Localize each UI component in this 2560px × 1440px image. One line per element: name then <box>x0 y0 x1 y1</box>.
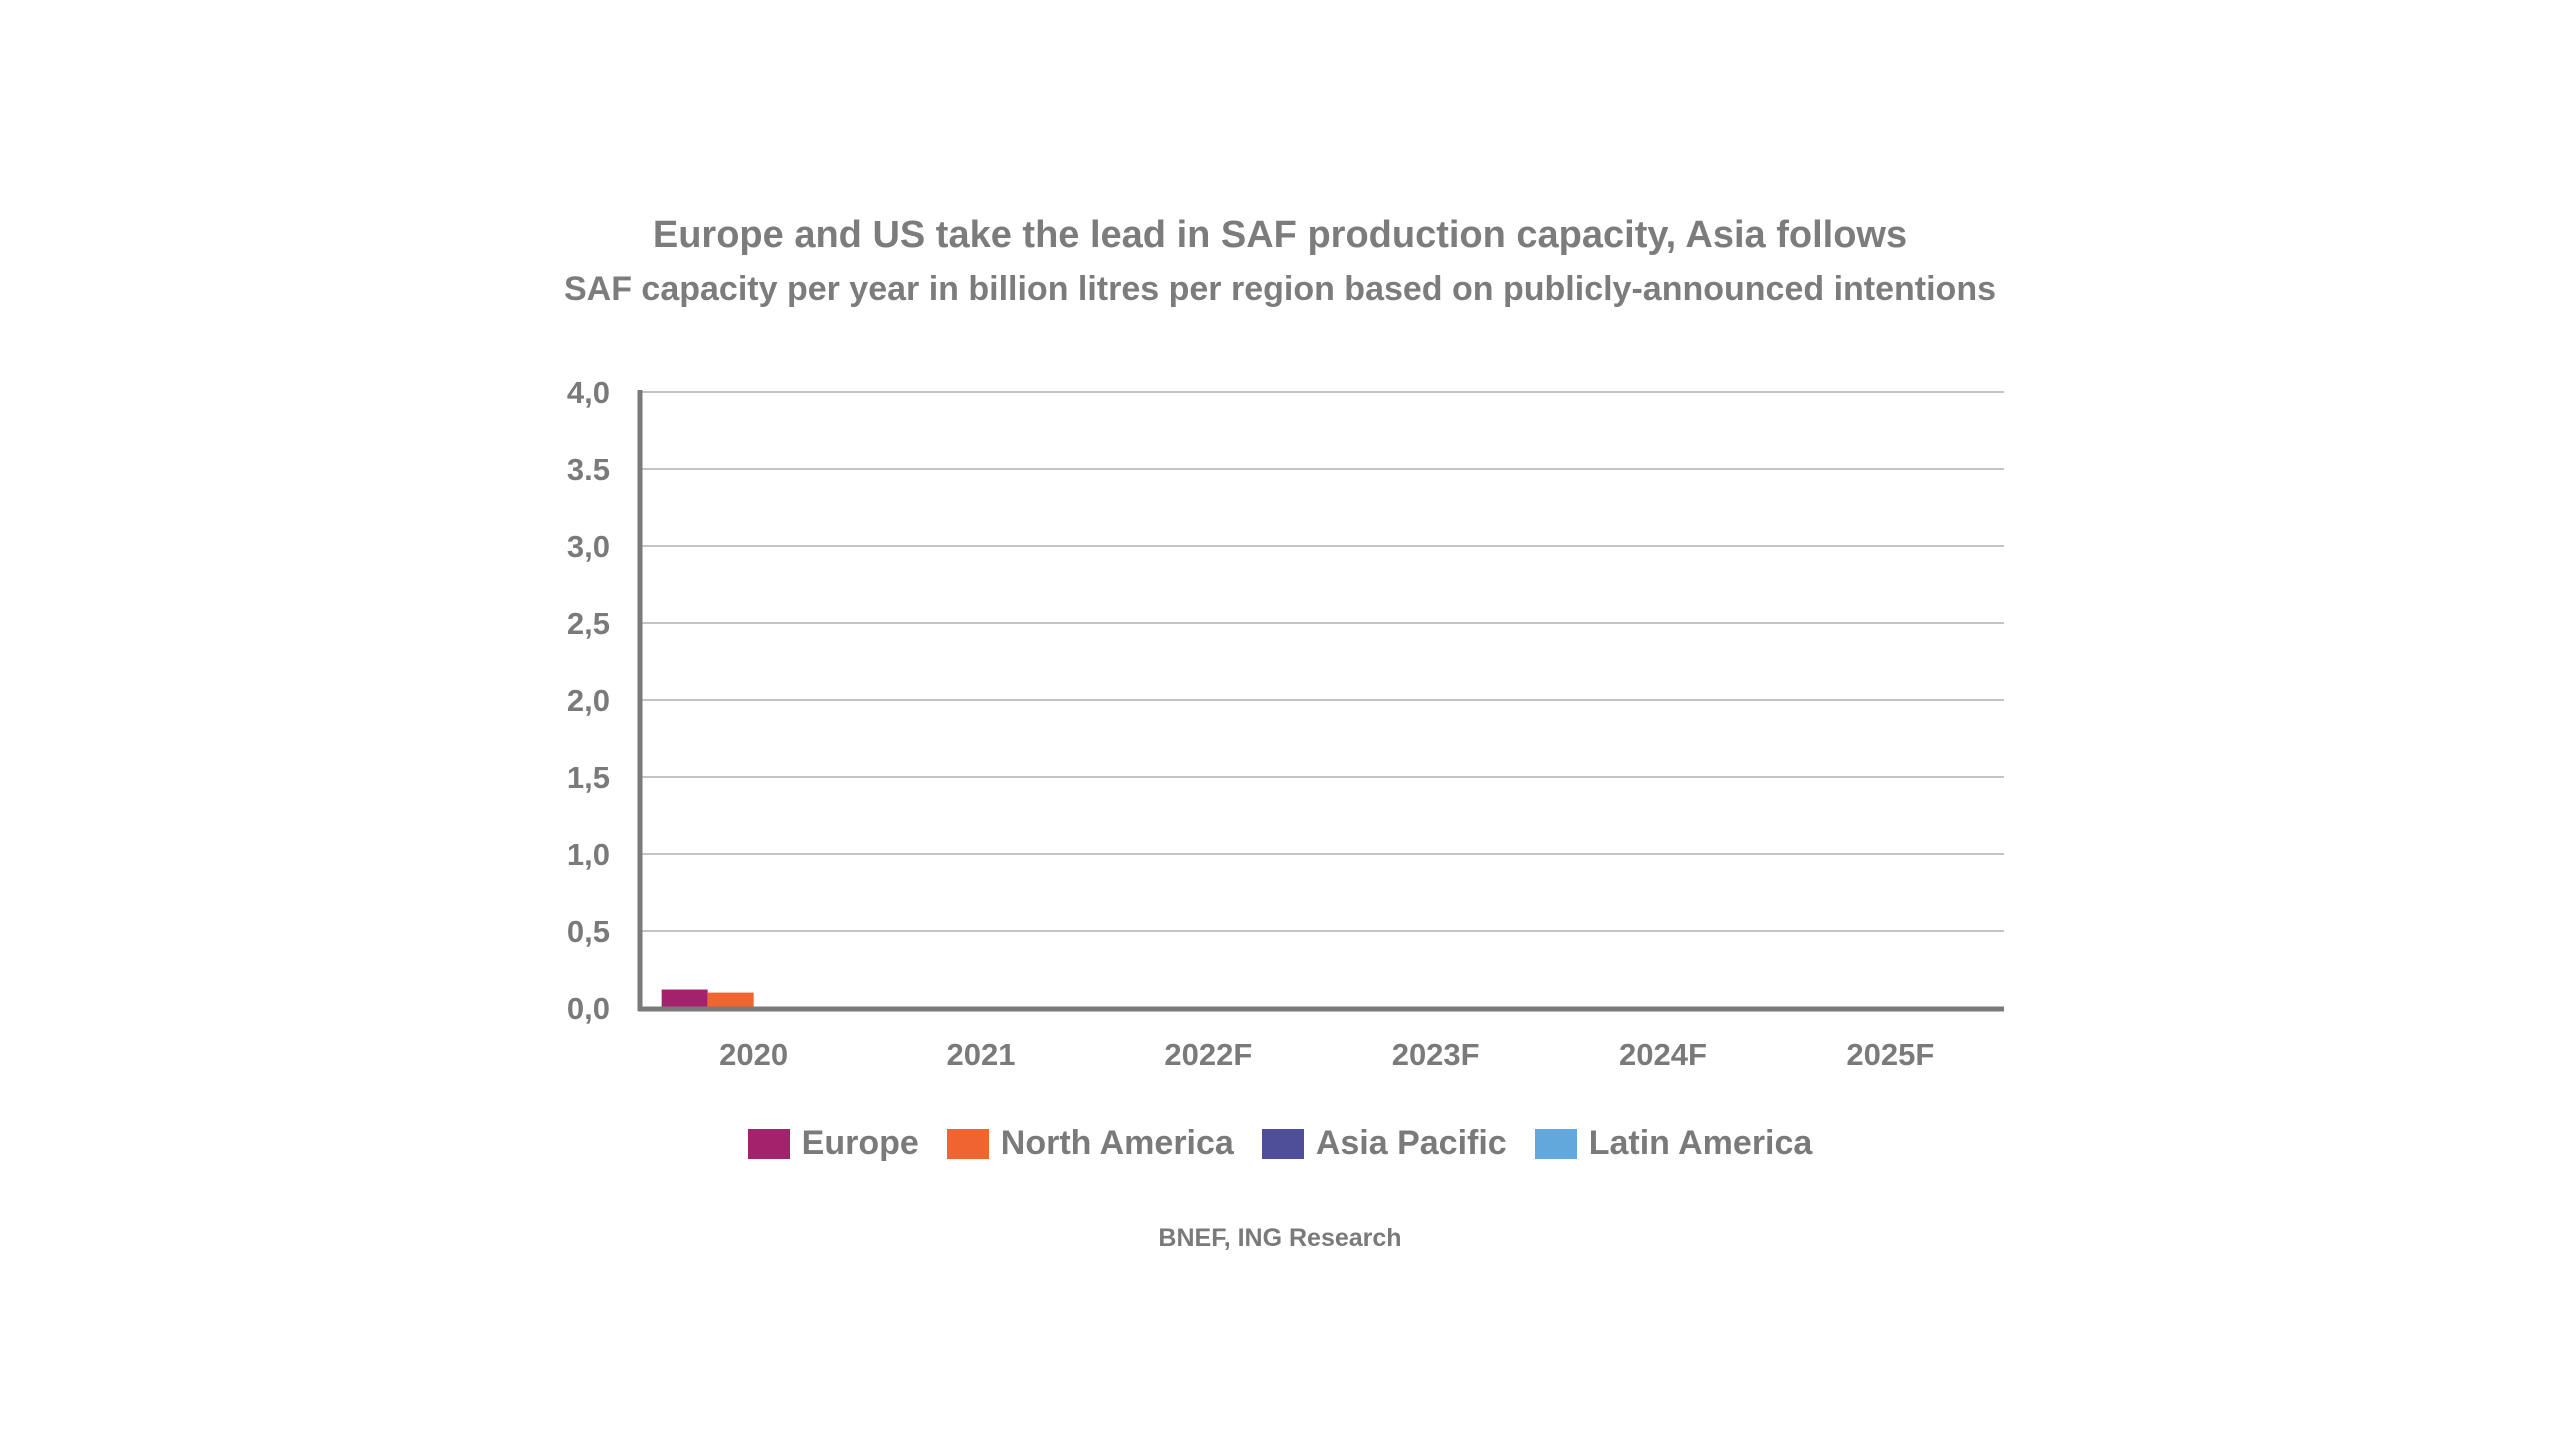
y-tick-label: 0,0 <box>567 991 610 1026</box>
legend-item-europe: Europe <box>747 1124 919 1163</box>
x-tick-label: 2023F <box>1392 1037 1480 1072</box>
y-tick-label: 4,0 <box>567 375 610 410</box>
gridlines <box>640 391 2004 932</box>
legend-label-europe: Europe <box>801 1124 919 1162</box>
source-note: BNEF, ING Research <box>1158 1224 1402 1252</box>
y-tick-label: 1,0 <box>567 837 610 872</box>
bars <box>661 989 754 1008</box>
y-tick-label: 3,0 <box>567 529 610 564</box>
chart-subtitle: SAF capacity per year in billion litres … <box>563 270 1997 308</box>
x-tick-label: 2020 <box>719 1037 788 1072</box>
y-tick-labels: 0,0 0,5 1,0 1,5 2,0 2,5 3,0 3.5 4,0 <box>567 375 610 1026</box>
axes <box>637 390 2004 1012</box>
y-tick-label: 2,5 <box>567 606 610 641</box>
bar-europe-2020 <box>661 989 708 1008</box>
legend-item-asia-pacific: Asia Pacific <box>1261 1124 1507 1163</box>
legend-swatch-asia-pacific <box>1261 1128 1304 1159</box>
legend-label-north-america: North America <box>1000 1124 1234 1162</box>
legend: Europe North America Asia Pacific Latin … <box>0 1124 2560 1163</box>
legend-item-latin-america: Latin America <box>1534 1124 1813 1163</box>
x-tick-label: 2021 <box>947 1037 1016 1072</box>
legend-item-north-america: North America <box>946 1124 1234 1163</box>
x-tick-label: 2025F <box>1846 1037 1934 1072</box>
y-tick-label: 3.5 <box>567 452 610 487</box>
legend-swatch-europe <box>747 1128 790 1159</box>
y-tick-label: 2,0 <box>567 683 610 718</box>
x-tick-labels: 2020 2021 2022F 2023F 2024F 2025F <box>719 1037 1934 1072</box>
x-tick-label: 2024F <box>1619 1037 1707 1072</box>
bar-north-america-2020 <box>707 992 754 1008</box>
legend-swatch-north-america <box>946 1128 989 1159</box>
legend-swatch-latin-america <box>1534 1128 1577 1159</box>
legend-label-latin-america: Latin America <box>1588 1124 1813 1162</box>
x-tick-label: 2022F <box>1164 1037 1252 1072</box>
chart-title: Europe and US take the lead in SAF produ… <box>652 214 1908 256</box>
y-tick-label: 0,5 <box>567 914 610 949</box>
y-tick-label: 1,5 <box>567 760 610 795</box>
legend-label-asia-pacific: Asia Pacific <box>1315 1124 1507 1162</box>
